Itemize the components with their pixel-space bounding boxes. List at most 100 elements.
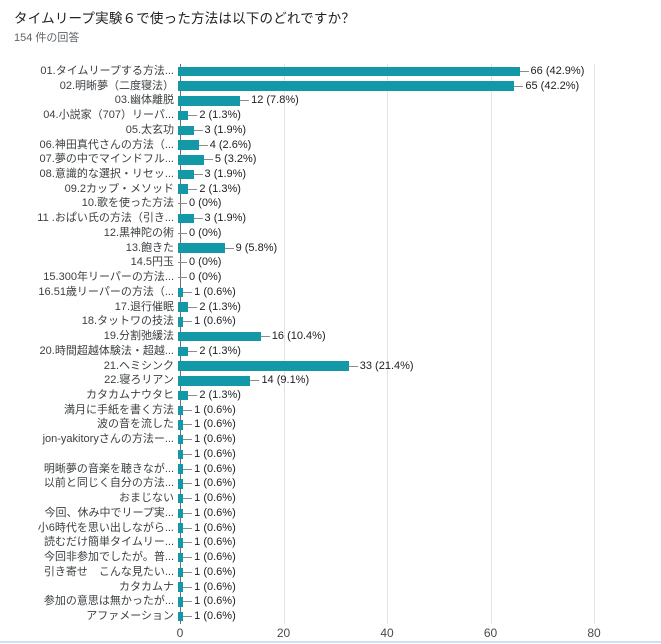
chart-row: 今回、休み中でリープ実... 1 (0.6%) [0, 506, 661, 521]
bar [178, 405, 184, 415]
chart-row: 15.300年リーパーの方法... 0 (0%) [0, 270, 661, 285]
bar [178, 434, 184, 445]
category-label: 15.300年リーパーの方法... [43, 271, 174, 284]
bar [178, 287, 184, 298]
category-label: 17.退行催眠 [114, 300, 174, 313]
value-label: 0 (0%) [189, 226, 222, 239]
annotation-stem [183, 557, 193, 559]
bar-zone: 12 (7.8%) [178, 93, 661, 108]
category-label: 05.太玄功 [125, 123, 174, 136]
annotation-stem [183, 291, 193, 293]
annotation-stem [183, 409, 193, 411]
bar [178, 184, 189, 194]
bar-zone: 1 (0.6%) [178, 609, 661, 624]
bar [178, 125, 194, 136]
category-label: jon-yakitoryさんの方法ー... [42, 433, 174, 446]
bar-zone: 1 (0.6%) [178, 565, 661, 580]
bar [178, 66, 520, 77]
bar-zone: 2 (1.3%) [178, 108, 661, 123]
category-label: 06.神田真代さんの方法（... [39, 138, 174, 151]
value-label: 0 (0%) [189, 256, 222, 269]
bar [178, 213, 194, 224]
category-label: 読むだけ簡単タイムリー... [44, 536, 174, 549]
bar-chart: 01.タイムリープする方法... 66 (42.9%) 02.明晰夢（二度寝法） 65… [0, 64, 661, 624]
chart-row: 1 (0.6%) [0, 447, 661, 462]
category-label: カタカムナ [119, 580, 174, 593]
value-label: 1 (0.6%) [194, 285, 236, 298]
category-label: 02.明晰夢（二度寝法） [59, 79, 174, 92]
chart-row: 以前と同じく自分の方法... 1 (0.6%) [0, 477, 661, 492]
value-label: 9 (5.8%) [235, 241, 278, 254]
annotation-stem [193, 174, 203, 175]
x-axis-tick-label: 0 [176, 626, 184, 640]
bar [178, 611, 184, 622]
category-label: 07.夢の中でマインドフル... [39, 153, 174, 166]
category-label: 10.歌を使った方法 [81, 197, 174, 210]
bar-zone: 1 (0.6%) [178, 521, 661, 536]
category-label: 波の音を流した [97, 418, 174, 431]
bar-zone: 1 (0.6%) [178, 285, 661, 300]
chart-row: 07.夢の中でマインドフル... 5 (3.2%) [0, 152, 661, 167]
response-count: 154 件の回答 [14, 32, 80, 44]
chart-row: カタカムナ 1 (0.6%) [0, 580, 661, 595]
bar-zone: 0 (0%) [178, 256, 661, 271]
bar-zone: 1 (0.6%) [178, 536, 661, 551]
bar [178, 479, 184, 489]
annotation-stem [183, 483, 193, 485]
category-label: 13.飽きた [125, 241, 174, 254]
bar [178, 390, 189, 401]
x-axis: 0 20 40 60 80 [176, 626, 660, 642]
chart-row: 満月に手紙を書く方法 1 (0.6%) [0, 403, 661, 418]
chart-row: アファメーション 1 (0.6%) [0, 609, 661, 624]
category-label: 12.黒神陀の術 [103, 226, 174, 239]
category-label: 16.51歳リーパーの方法（... [38, 285, 174, 298]
value-label: 1 (0.6%) [194, 433, 236, 446]
bar-zone: 5 (3.2%) [178, 152, 661, 167]
chart-row: 02.明晰夢（二度寝法） 65 (42.2%) [0, 79, 661, 94]
annotation-stem [193, 129, 203, 131]
bar [178, 420, 184, 430]
bar [178, 464, 184, 474]
value-label: 2 (1.3%) [199, 300, 241, 313]
value-label: 1 (0.6%) [194, 418, 236, 431]
annotation-stem [183, 616, 193, 618]
bar [178, 140, 199, 150]
bar [178, 243, 225, 253]
bar [178, 597, 184, 607]
bar [178, 346, 189, 357]
bar-zone: 4 (2.6%) [178, 138, 661, 153]
category-label: 満月に手紙を書く方法 [64, 403, 174, 416]
annotation-stem [188, 306, 198, 308]
bar [178, 567, 184, 578]
annotation-stem [183, 424, 193, 426]
bar [178, 302, 189, 312]
value-label: 0 (0%) [189, 197, 222, 210]
chart-row: 12.黒神陀の術 0 (0%) [0, 226, 661, 241]
bar-zone: 1 (0.6%) [178, 403, 661, 418]
category-label: 18.タットワの技法 [81, 315, 174, 328]
chart-row: おまじない 1 (0.6%) [0, 491, 661, 506]
category-label: おまじない [119, 492, 174, 505]
bar-zone: 2 (1.3%) [178, 300, 661, 315]
bar-zone: 1 (0.6%) [178, 506, 661, 521]
annotation-stem [183, 453, 193, 455]
chart-row: カタカムナウタヒ 2 (1.3%) [0, 388, 661, 403]
chart-row: 14.5円玉 0 (0%) [0, 256, 661, 271]
question-title: タイムリープ実験６で使った方法は以下のどれですか？ [14, 11, 356, 26]
value-label: 1 (0.6%) [194, 403, 236, 416]
bar-zone: 2 (1.3%) [178, 182, 661, 197]
value-label: 3 (1.9%) [204, 212, 247, 225]
annotation-stem [183, 439, 193, 441]
bar-zone: 2 (1.3%) [178, 388, 661, 403]
annotation-stem [178, 232, 187, 234]
category-label: 22.寝ろリアン [104, 374, 174, 387]
value-label: 3 (1.9%) [204, 168, 247, 180]
chart-row: 16.51歳リーパーの方法（... 1 (0.6%) [0, 285, 661, 300]
annotation-stem [183, 321, 193, 323]
value-label: 1 (0.6%) [194, 447, 236, 460]
chart-row: 13.飽きた 9 (5.8%) [0, 241, 661, 256]
x-axis-tick-label: 20 [276, 626, 291, 640]
bar-zone: 9 (5.8%) [178, 241, 661, 256]
bar [178, 552, 184, 563]
category-label: 21.ヘミシンク [103, 359, 174, 372]
